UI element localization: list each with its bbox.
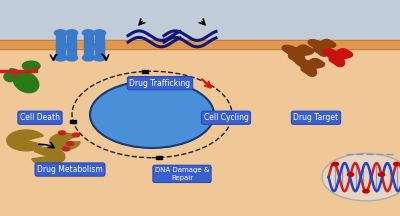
Bar xyxy=(0,44,400,49)
Text: Drug Trafficking: Drug Trafficking xyxy=(130,79,190,88)
Ellipse shape xyxy=(4,72,16,82)
Bar xyxy=(0,40,400,44)
Text: DNA Damage &
Repair: DNA Damage & Repair xyxy=(155,167,209,181)
Polygon shape xyxy=(295,59,325,76)
Ellipse shape xyxy=(13,71,39,93)
Text: Drug Metabolism: Drug Metabolism xyxy=(37,165,103,174)
Bar xyxy=(84,43,104,47)
Bar xyxy=(84,35,93,56)
Ellipse shape xyxy=(94,30,106,36)
Circle shape xyxy=(394,162,400,166)
Text: Drug Target: Drug Target xyxy=(294,113,338,122)
Text: Cell Cycling: Cell Cycling xyxy=(204,113,248,122)
Bar xyxy=(0,48,400,216)
Bar xyxy=(70,121,76,124)
Bar xyxy=(56,35,65,56)
Circle shape xyxy=(322,153,400,201)
Polygon shape xyxy=(282,45,314,64)
Circle shape xyxy=(90,81,214,148)
Polygon shape xyxy=(308,40,336,56)
Ellipse shape xyxy=(82,30,94,36)
Bar xyxy=(56,43,76,47)
Ellipse shape xyxy=(10,69,24,80)
Text: Cell Death: Cell Death xyxy=(20,113,60,122)
Ellipse shape xyxy=(66,30,78,36)
Circle shape xyxy=(378,173,384,176)
Ellipse shape xyxy=(82,55,94,61)
Circle shape xyxy=(72,133,80,137)
Ellipse shape xyxy=(54,30,66,36)
Bar xyxy=(142,70,148,73)
Circle shape xyxy=(347,173,354,176)
Ellipse shape xyxy=(66,55,78,61)
Polygon shape xyxy=(323,49,353,67)
Bar xyxy=(0,44,400,48)
Bar xyxy=(0,0,400,48)
Polygon shape xyxy=(7,130,44,151)
Circle shape xyxy=(58,131,66,135)
Circle shape xyxy=(62,147,70,151)
Bar xyxy=(0,41,400,44)
Polygon shape xyxy=(50,133,80,150)
Ellipse shape xyxy=(54,55,66,61)
Bar xyxy=(67,35,76,56)
Circle shape xyxy=(66,142,74,146)
Circle shape xyxy=(22,61,40,71)
Bar xyxy=(156,156,162,159)
Ellipse shape xyxy=(94,55,106,61)
Polygon shape xyxy=(32,148,65,166)
Bar xyxy=(95,35,104,56)
Circle shape xyxy=(363,189,369,193)
Circle shape xyxy=(332,162,338,166)
